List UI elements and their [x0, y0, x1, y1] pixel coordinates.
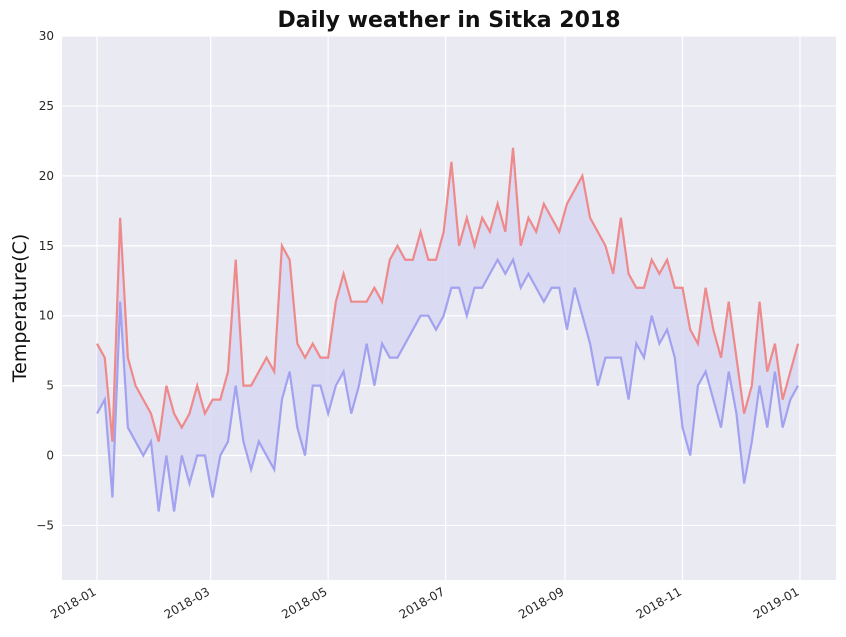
- y-tick-label: 10: [39, 309, 54, 323]
- series-line: [96, 147, 800, 442]
- y-tick-label: 25: [39, 99, 54, 113]
- y-tick-label: 0: [46, 449, 54, 463]
- x-tick-label: 2018-09: [516, 584, 566, 621]
- y-tick-label: −5: [36, 518, 54, 532]
- chart-title: Daily weather in Sitka 2018: [277, 8, 620, 33]
- x-tick-label: 2018-05: [279, 584, 329, 621]
- x-tick-label: 2018-01: [48, 584, 98, 621]
- series-line: [96, 256, 800, 512]
- y-tick-label: 20: [39, 169, 54, 183]
- y-tick-label: 30: [39, 29, 54, 43]
- plot-background: [62, 36, 836, 580]
- y-tick-label: 15: [39, 239, 54, 253]
- y-axis-label: Temperature(C): [9, 234, 31, 383]
- x-tick-label: 2019-01: [751, 584, 801, 621]
- y-tick-label: 5: [46, 379, 54, 393]
- x-tick-label: 2018-11: [634, 584, 684, 621]
- x-tick-label: 2018-07: [397, 584, 447, 621]
- x-tick-label: 2018-03: [162, 584, 212, 621]
